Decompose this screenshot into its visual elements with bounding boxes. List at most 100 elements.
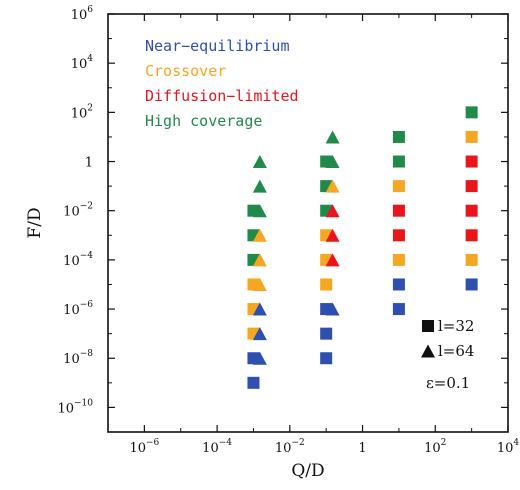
y-tick-mantissa: 10	[71, 8, 88, 23]
marker-legend-label: l=32	[438, 317, 474, 335]
y-tick-mantissa: 10	[71, 106, 88, 121]
triangle-marker	[325, 130, 340, 144]
triangle-marker	[325, 253, 340, 267]
data-points	[247, 106, 478, 389]
triangle-marker	[252, 253, 267, 267]
marker-legend: l=32 l=64	[421, 317, 474, 360]
square-marker	[392, 253, 405, 266]
square-marker	[465, 253, 478, 266]
square-marker	[247, 204, 260, 217]
y-tick-exponent: −10	[74, 398, 93, 408]
y-tick-exponent: −2	[80, 202, 93, 212]
y-tick-label: 10−2	[63, 202, 93, 220]
x-tick-mantissa: 10	[275, 441, 292, 456]
triangle-marker	[252, 155, 267, 169]
square-marker	[392, 278, 405, 291]
triangle-marker	[325, 228, 340, 242]
x-tick-mantissa: 10	[202, 441, 219, 456]
y-tick-mantissa: 1	[85, 156, 93, 171]
x-tick-label: 10−6	[129, 438, 159, 456]
y-tick-exponent: 6	[87, 5, 93, 15]
triangle-marker	[325, 155, 340, 169]
y-tick-label: 102	[71, 103, 93, 121]
x-tick-mantissa: 10	[129, 441, 146, 456]
x-tick-mantissa: 1	[358, 441, 366, 456]
y-tick-exponent: 4	[87, 54, 93, 64]
x-tick-label: 10−2	[275, 438, 305, 456]
y-tick-mantissa: 10	[63, 254, 80, 269]
square-marker	[392, 180, 405, 193]
square-marker	[392, 155, 405, 168]
y-tick-exponent: −8	[80, 349, 94, 359]
x-axis-title: Q/D	[291, 461, 324, 481]
square-marker	[247, 229, 260, 242]
x-tick-label: 1	[358, 441, 366, 456]
triangle-marker	[325, 179, 340, 193]
y-tick-label: 10−4	[63, 251, 93, 269]
axis-ticks: 10−6 10−4 10−2 1 102 10410−1010−810−610−410−2…	[57, 5, 519, 456]
square-marker	[465, 180, 478, 193]
square-marker	[392, 229, 405, 242]
y-tick-label: 106	[71, 5, 94, 23]
x-tick-mantissa: 10	[497, 441, 514, 456]
epsilon-annotation: ε=0.1	[426, 374, 470, 392]
legend-square-marker	[422, 320, 434, 332]
x-tick-label: 102	[424, 438, 446, 456]
x-tick-exponent: −6	[146, 438, 160, 448]
y-tick-label: 10−6	[63, 300, 93, 318]
triangle-marker	[252, 327, 267, 341]
y-tick-label: 10−8	[63, 349, 93, 367]
legend-entry: Diffusion−limited	[145, 87, 299, 105]
square-marker	[247, 253, 260, 266]
x-tick-mantissa: 10	[424, 441, 441, 456]
square-marker	[465, 229, 478, 242]
y-tick-exponent: 2	[87, 103, 93, 113]
square-marker	[465, 278, 478, 291]
y-tick-mantissa: 10	[63, 205, 80, 220]
color-legend: Near−equilibrium Crossover Diffusion−limit…	[145, 37, 299, 130]
y-tick-mantissa: 10	[63, 352, 80, 367]
y-tick-mantissa: 10	[71, 57, 88, 72]
square-marker	[247, 376, 260, 389]
y-tick-label: 10−10	[57, 398, 93, 416]
x-tick-exponent: −2	[291, 438, 304, 448]
triangle-marker	[252, 277, 267, 291]
plot-frame	[107, 13, 509, 433]
x-tick-label: 104	[497, 438, 520, 456]
triangle-marker	[252, 302, 267, 316]
triangle-marker	[325, 302, 340, 316]
square-marker	[465, 130, 478, 143]
x-tick-exponent: −4	[219, 438, 233, 448]
square-marker	[247, 327, 260, 340]
y-tick-exponent: −4	[80, 251, 94, 261]
y-tick-mantissa: 10	[63, 303, 80, 318]
square-marker	[465, 155, 478, 168]
triangle-marker	[252, 204, 267, 218]
square-marker	[247, 278, 260, 291]
y-tick-exponent: −6	[80, 300, 94, 310]
square-marker	[247, 352, 260, 365]
y-tick-label: 104	[71, 54, 94, 72]
square-marker	[392, 204, 405, 217]
square-marker	[320, 352, 333, 365]
marker-legend-label: l=64	[438, 342, 474, 360]
square-marker	[320, 278, 333, 291]
x-tick-exponent: 2	[441, 438, 447, 448]
square-marker	[392, 303, 405, 316]
legend-triangle-marker	[421, 344, 435, 358]
legend-entry: Crossover	[145, 62, 226, 80]
square-marker	[465, 204, 478, 217]
triangle-marker	[325, 204, 340, 218]
square-marker	[392, 130, 405, 143]
triangle-marker	[252, 351, 267, 365]
square-marker	[465, 106, 478, 119]
x-tick-label: 10−4	[202, 438, 232, 456]
y-tick-mantissa: 10	[57, 401, 74, 416]
legend-entry: High coverage	[145, 112, 262, 130]
x-tick-exponent: 4	[513, 438, 519, 448]
square-marker	[247, 303, 260, 316]
triangle-marker	[252, 228, 267, 242]
triangle-marker	[252, 179, 267, 193]
square-marker	[320, 327, 333, 340]
